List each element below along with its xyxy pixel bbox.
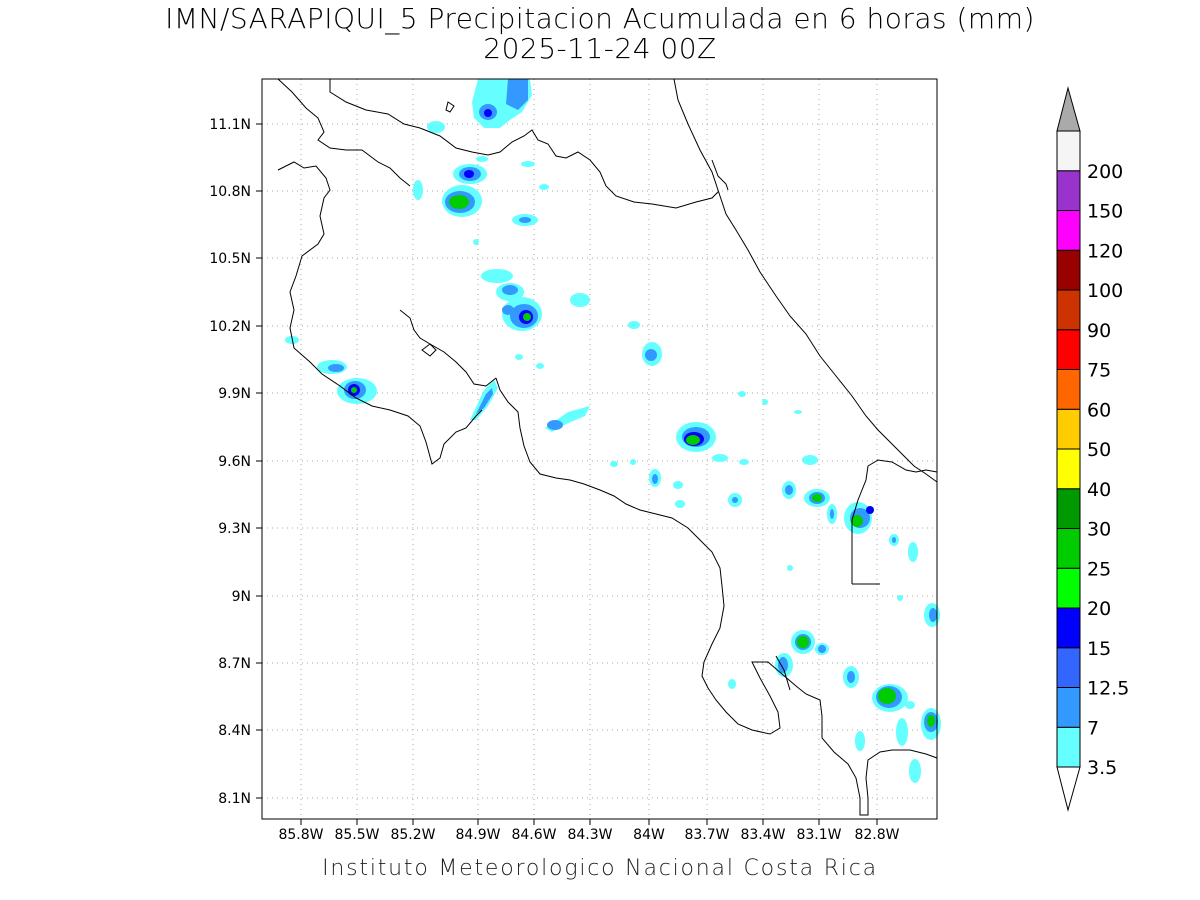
latitude-axis bbox=[256, 123, 262, 799]
colorbar-label: 25 bbox=[1087, 558, 1111, 580]
colorbar-segment bbox=[1056, 726, 1081, 768]
colorbar-over-arrow bbox=[1056, 86, 1081, 132]
lat-tick-label: 10.2N bbox=[209, 319, 251, 335]
colorbar-segment bbox=[1056, 567, 1081, 609]
colorbar-legend: 3.5 7 12.5 15 20 25 30 40 50 60 75 90 100 120 150 200 bbox=[1056, 86, 1129, 812]
colorbar-segment bbox=[1056, 408, 1081, 450]
lon-tick-label: 84.3W bbox=[567, 827, 612, 843]
colorbar-label: 12.5 bbox=[1087, 678, 1129, 700]
colorbar-segment bbox=[1056, 528, 1081, 569]
lat-tick-label: 8.1N bbox=[218, 791, 251, 807]
colorbar-label: 100 bbox=[1087, 280, 1123, 302]
map-datetime: 2025-11-24 00Z bbox=[483, 32, 717, 65]
colorbar-segment bbox=[1056, 249, 1081, 291]
lat-tick-label: 9.6N bbox=[218, 454, 251, 470]
lon-tick-label: 83.1W bbox=[796, 827, 841, 843]
colorbar-label: 7 bbox=[1087, 717, 1099, 739]
lon-tick-label: 83.7W bbox=[684, 827, 729, 843]
lat-tick-label: 10.8N bbox=[209, 184, 251, 200]
map-panel bbox=[261, 78, 941, 820]
colorbar-label: 50 bbox=[1087, 439, 1111, 461]
lon-tick-label: 85.8W bbox=[278, 827, 323, 843]
lat-tick-label: 9.9N bbox=[218, 386, 251, 402]
map-title: IMN/SARAPIQUI_5 Precipitacion Acumulada … bbox=[165, 2, 1035, 35]
colorbar-segment bbox=[1056, 488, 1081, 529]
lat-tick-label: 11.1N bbox=[209, 117, 251, 133]
coastline bbox=[277, 78, 938, 816]
lat-tick-label: 9N bbox=[232, 589, 251, 605]
colorbar-segment bbox=[1056, 329, 1081, 370]
lon-tick-label: 84.9W bbox=[455, 827, 500, 843]
longitude-labels: 85.8W 85.5W 85.2W 84.9W 84.6W 84.3W 84W … bbox=[278, 827, 899, 843]
credit-footer: Instituto Meteorologico Nacional Costa R… bbox=[322, 856, 878, 881]
colorbar-segment bbox=[1056, 210, 1081, 251]
lat-tick-label: 10.5N bbox=[209, 251, 251, 267]
precipitation-field bbox=[285, 79, 941, 783]
colorbar-segment bbox=[1056, 170, 1081, 211]
colorbar-segment bbox=[1056, 369, 1081, 410]
colorbar-label: 150 bbox=[1087, 201, 1123, 223]
colorbar-segment bbox=[1056, 289, 1081, 331]
colorbar-segment bbox=[1056, 130, 1081, 172]
lon-tick-label: 84W bbox=[633, 827, 665, 843]
colorbar-label: 75 bbox=[1087, 360, 1111, 382]
colorbar-segment bbox=[1056, 647, 1081, 688]
colorbar-segment bbox=[1056, 607, 1081, 649]
colorbar-label: 200 bbox=[1087, 161, 1123, 183]
colorbar-label: 40 bbox=[1087, 479, 1111, 501]
lon-tick-label: 84.6W bbox=[511, 827, 556, 843]
colorbar-under-arrow bbox=[1056, 766, 1081, 812]
lat-tick-label: 8.7N bbox=[218, 656, 251, 672]
lon-tick-label: 85.2W bbox=[390, 827, 435, 843]
colorbar-segment bbox=[1056, 687, 1081, 728]
colorbar-label: 120 bbox=[1087, 240, 1123, 262]
colorbar-label: 15 bbox=[1087, 638, 1111, 660]
colorbar-label: 60 bbox=[1087, 399, 1111, 421]
lat-tick-label: 9.3N bbox=[218, 521, 251, 537]
lon-tick-label: 82.8W bbox=[854, 827, 899, 843]
colorbar-segment bbox=[1056, 448, 1081, 490]
lon-tick-label: 85.5W bbox=[334, 827, 379, 843]
lat-tick-label: 8.4N bbox=[218, 723, 251, 739]
colorbar-label: 20 bbox=[1087, 598, 1111, 620]
lon-tick-label: 83.4W bbox=[740, 827, 785, 843]
latitude-labels: 11.1N 10.8N 10.5N 10.2N 9.9N 9.6N 9.3N 9… bbox=[209, 117, 251, 807]
longitude-axis bbox=[300, 819, 878, 825]
colorbar-label: 30 bbox=[1087, 519, 1111, 541]
colorbar-label: 3.5 bbox=[1087, 757, 1117, 779]
colorbar-label: 90 bbox=[1087, 320, 1111, 342]
